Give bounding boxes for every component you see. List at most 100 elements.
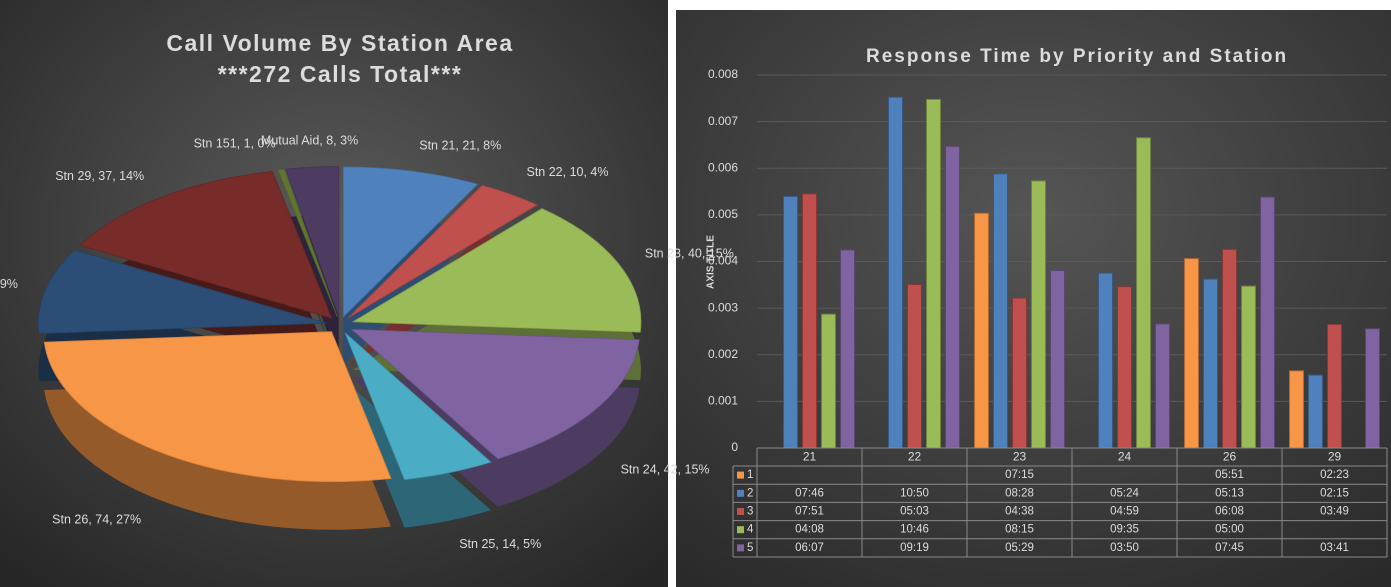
- pie-data-label: Stn 22, 10, 4%: [526, 165, 608, 179]
- table-cell: 09:35: [1110, 524, 1139, 536]
- bar-chart: Response Time by Priority and Station AX…: [706, 46, 1388, 558]
- x-tick-label: 21: [803, 450, 817, 464]
- bar: [1031, 180, 1046, 449]
- bar: [1241, 285, 1256, 449]
- y-tick-label: 0.008: [708, 67, 738, 81]
- table-cell: 04:59: [1110, 506, 1139, 518]
- table-cell: 07:46: [795, 487, 824, 499]
- legend-label: 5: [747, 542, 753, 554]
- table-cell: 02:15: [1320, 487, 1349, 499]
- pie-data-label: Mutual Aid, 8, 3%: [261, 134, 358, 148]
- table-cell: 03:49: [1320, 506, 1349, 518]
- pie-slice: [43, 331, 392, 483]
- table-cell: 09:19: [900, 542, 929, 554]
- bar: [1012, 297, 1027, 449]
- bar: [993, 173, 1008, 449]
- table-cell: 07:45: [1215, 542, 1244, 554]
- bar: [888, 96, 903, 449]
- bar: [783, 196, 798, 449]
- bar: [840, 249, 855, 449]
- table-cell: 08:28: [1005, 487, 1034, 499]
- pie-data-label: Stn 25, 14, 5%: [459, 537, 541, 551]
- bar: [1184, 258, 1199, 449]
- y-axis-title: AXIS TITLE: [706, 235, 717, 289]
- pie-slice: [285, 166, 340, 317]
- bar: [1117, 286, 1132, 449]
- table-cell: 05:29: [1005, 542, 1034, 554]
- table-cell: 06:07: [795, 542, 824, 554]
- bar: [1365, 328, 1380, 449]
- bar: [1308, 374, 1323, 449]
- bar: [1050, 269, 1065, 449]
- bar: [821, 313, 836, 449]
- x-tick-label: 22: [908, 450, 922, 464]
- table-cell: 05:03: [900, 506, 929, 518]
- bar: [1155, 323, 1170, 449]
- pie-slice: [351, 208, 642, 333]
- table-cell: 08:15: [1005, 524, 1034, 536]
- bar-title: Response Time by Priority and Station: [866, 46, 1288, 67]
- pie-chart: Call Volume By Station Area ***272 Calls…: [0, 30, 734, 551]
- pie-data-label: Stn 29, 37, 14%: [55, 169, 144, 183]
- legend-swatch: [737, 471, 744, 479]
- bar: [907, 283, 922, 449]
- pie-slice: [277, 168, 338, 317]
- x-tick-label: 23: [1013, 450, 1027, 464]
- pie-slice: [342, 166, 479, 318]
- table-cell: 02:23: [1320, 469, 1349, 481]
- y-tick-label: 0.007: [708, 114, 738, 128]
- x-tick-label: 29: [1328, 450, 1342, 464]
- pie-data-label: Stn 151, 1, 0%: [194, 136, 276, 150]
- bar: [945, 145, 960, 449]
- pie-slice: [350, 328, 640, 460]
- bar: [926, 98, 941, 449]
- y-tick-label: 0.002: [708, 347, 738, 361]
- pie-slice: [344, 332, 492, 481]
- y-tick-label: 0.006: [708, 160, 738, 174]
- y-tick-label: 0.005: [708, 207, 738, 221]
- pie-slice: [347, 184, 538, 319]
- pie-data-label: Stn 23, 40, 15%: [645, 247, 734, 261]
- bar: [1289, 370, 1304, 449]
- legend-label: 3: [747, 506, 753, 518]
- table-cell: 07:15: [1005, 469, 1034, 481]
- x-tick-label: 24: [1118, 450, 1132, 464]
- legend-swatch: [737, 544, 744, 552]
- bar: [1203, 278, 1218, 449]
- pie-slice: [79, 171, 333, 319]
- table-cell: 05:00: [1215, 524, 1244, 536]
- bar: [1222, 248, 1237, 449]
- pie-data-label: Stn 26, 74, 27%: [52, 512, 141, 526]
- pie-title: Call Volume By Station Area: [166, 30, 513, 56]
- y-tick-label: 0.001: [708, 394, 738, 408]
- table-cell: 04:38: [1005, 506, 1034, 518]
- bar: [1260, 196, 1275, 449]
- legend-swatch: [737, 526, 744, 534]
- bar: [1136, 137, 1151, 449]
- y-tick-label: 0.004: [708, 254, 738, 268]
- y-tick-label: 0: [731, 440, 738, 454]
- pie-slice: [38, 249, 327, 334]
- pie-data-label: Stn 21, 21, 8%: [419, 138, 501, 152]
- table-cell: 07:51: [795, 506, 824, 518]
- table-cell: 05:51: [1215, 469, 1244, 481]
- table-cell: 10:46: [900, 524, 929, 536]
- legend-swatch: [737, 489, 744, 497]
- y-tick-label: 0.003: [708, 300, 738, 314]
- bar: [1327, 323, 1342, 449]
- pie-data-label: Stn 24, 42, 15%: [621, 462, 710, 476]
- x-tick-label: 26: [1223, 450, 1237, 464]
- table-cell: 03:50: [1110, 542, 1139, 554]
- table-cell: 10:50: [900, 487, 929, 499]
- bar: [802, 193, 817, 449]
- table-cell: 05:13: [1215, 487, 1244, 499]
- legend-swatch: [737, 508, 744, 515]
- bar: [1098, 272, 1113, 449]
- legend-label: 1: [747, 469, 753, 481]
- pie-subtitle: ***272 Calls Total***: [218, 61, 463, 87]
- bar: [974, 212, 989, 449]
- table-cell: 06:08: [1215, 506, 1244, 518]
- legend-label: 2: [747, 487, 753, 499]
- table-cell: 04:08: [795, 524, 824, 536]
